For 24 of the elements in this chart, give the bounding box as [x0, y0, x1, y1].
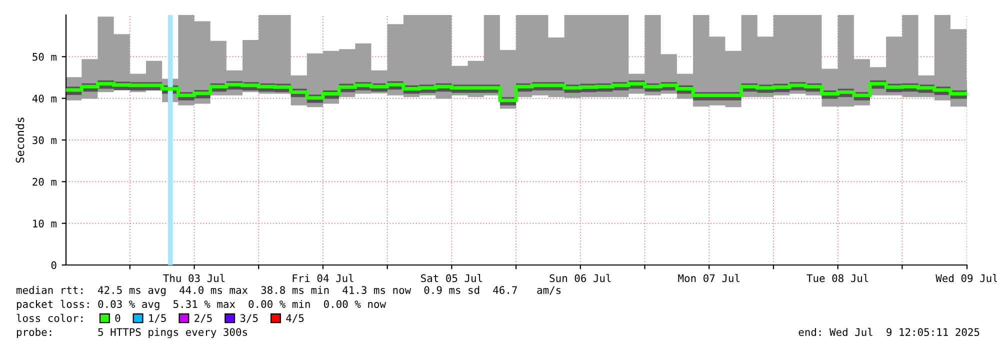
y-tick-label: 50 m — [32, 52, 56, 61]
x-tick-label: Sun 06 Jul — [550, 274, 611, 282]
legend-label: 2/5 — [194, 314, 212, 323]
x-tick-label: Thu 03 Jul — [163, 274, 225, 282]
legend-label: 4/5 — [286, 314, 304, 323]
x-tick-label: Tue 08 Jul — [806, 274, 868, 282]
text: packet loss: 0.03 % avg 5.31 % max 0.00 % min 0.00 % now — [16, 300, 386, 310]
x-tick-label: Sat 05 Jul — [421, 274, 482, 282]
x-tick-label: Wed 09 Jul — [936, 274, 997, 282]
y-tick-label: 20 m — [32, 178, 56, 186]
x-tick-label: Mon 07 Jul — [678, 274, 740, 282]
text: median rtt: 42.5 ms avg 44.0 ms max 38.8 ms min 41.3 ms now 0.9 ms sd 46.7 am/s — [16, 286, 561, 296]
y-tick-label: 40 m — [32, 94, 56, 102]
legend-title: loss color: — [16, 314, 82, 322]
y-tick-label: 0 — [51, 261, 56, 270]
x-tick-label: Fri 04 Jul — [292, 274, 354, 282]
y-tick-label: 30 m — [32, 136, 56, 144]
text: end: Wed Jul 9 12:05:11 2025 — [798, 328, 980, 336]
legend-label: 0 — [115, 314, 120, 322]
text: probe: 5 HTTPS pings every 300s — [16, 328, 248, 338]
y-axis-title: Seconds — [16, 118, 24, 163]
legend-label: 3/5 — [240, 314, 258, 323]
y-tick-label: 10 m — [33, 220, 56, 228]
legend-label: 1/5 — [149, 314, 166, 323]
